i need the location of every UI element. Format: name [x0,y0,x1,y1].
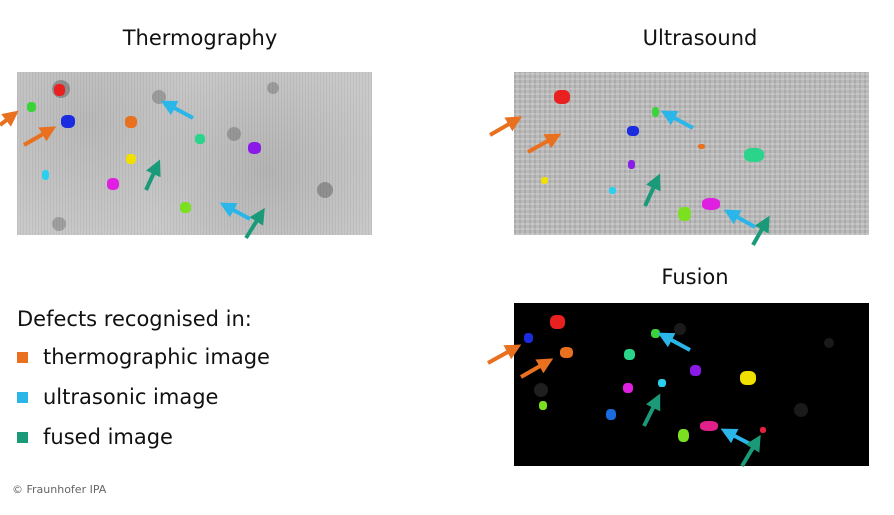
fusion-title: Fusion [661,265,729,289]
legend-swatch-ultrasonic [17,391,28,403]
legend-label: ultrasonic image [43,385,219,409]
thermographic-arrow [487,344,522,365]
ultrasonic-arrow [720,428,753,447]
thermographic-arrow [0,110,19,127]
fused-arrow [740,434,761,468]
thermographic-arrow [23,126,57,147]
legend-swatch-thermographic [17,351,28,363]
legend-label: fused image [43,425,173,449]
copyright-notice: © Fraunhofer IPA [12,483,107,496]
ultrasonic-arrow [219,202,251,221]
ultrasonic-arrow [723,209,756,229]
legend-title: Defects recognised in: [17,307,252,331]
ultrasound-image [514,72,869,235]
fused-arrow [751,215,770,246]
thermographic-arrow [520,358,554,379]
fused-arrow [244,207,265,240]
legend-swatch-fused [17,431,28,443]
ultrasound-title: Ultrasound [642,26,758,50]
legend-item-ultrasonic: ultrasonic image [17,385,218,409]
ultrasonic-arrow [660,110,694,130]
ultrasonic-arrow [160,100,194,120]
legend-item-thermographic: thermographic image [17,345,270,369]
thermography-title: Thermography [122,26,278,50]
legend-label: thermographic image [43,345,270,369]
fusion-image [514,303,869,466]
thermography-image [17,72,372,235]
thermographic-arrow [527,133,562,154]
fused-arrow [642,393,661,427]
fused-arrow [643,173,661,207]
thermographic-arrow [489,116,523,137]
fused-arrow [144,159,161,191]
ultrasonic-arrow [657,332,691,352]
legend-item-fused: fused image [17,425,173,449]
